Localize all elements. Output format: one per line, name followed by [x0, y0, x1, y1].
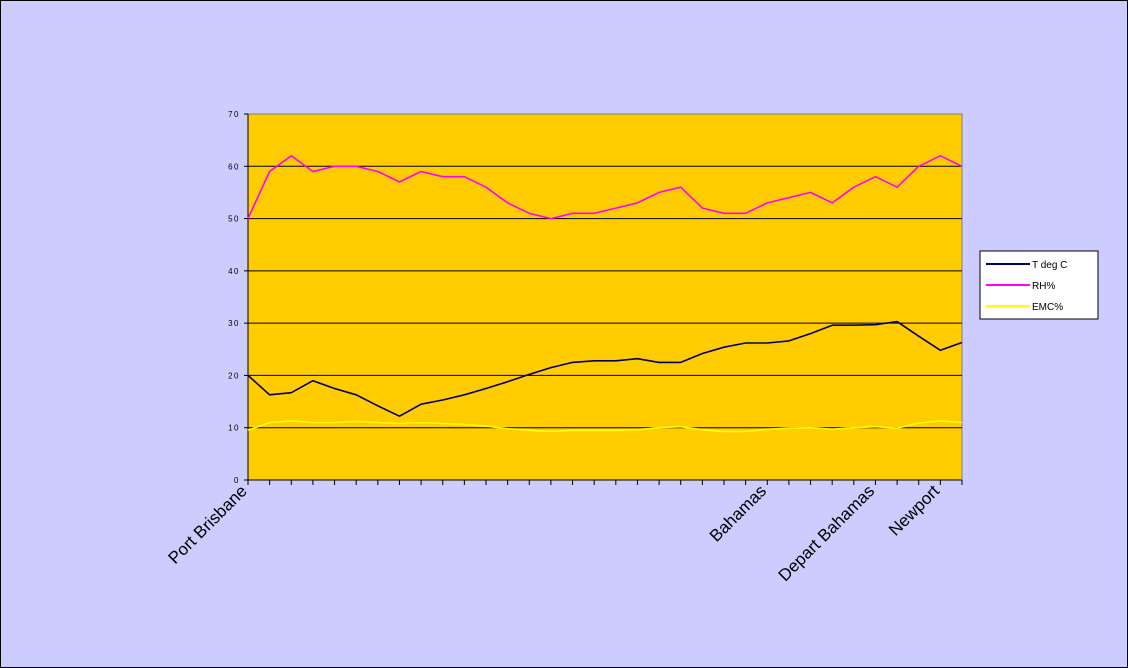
- series-line-rh-: [247, 155, 963, 220]
- y-tick-label: 10: [228, 424, 240, 433]
- x-tick-label: Depart Bahamas: [775, 481, 879, 585]
- plot-area: [247, 113, 963, 481]
- legend-label: RH%: [1032, 281, 1055, 292]
- legend-label: EMC%: [1032, 302, 1063, 313]
- y-tick-label: 70: [228, 110, 240, 119]
- y-tick-label: 60: [228, 162, 240, 171]
- x-axis: Port Brisbane Bahamas Depart Bahamas Newpor…: [165, 479, 963, 585]
- y-axis: 0 10 20 30 40 50 60 70: [228, 110, 249, 485]
- series-lines: [247, 155, 963, 433]
- y-tick-label: 50: [228, 215, 240, 224]
- x-tick-label: Bahamas: [706, 481, 770, 545]
- series-line-emc-: [247, 420, 963, 433]
- legend: T deg C RH% EMC%: [979, 250, 1099, 320]
- legend-label: T deg C: [1032, 260, 1067, 271]
- y-tick-label: 40: [228, 267, 240, 276]
- x-tick-label: Newport: [885, 481, 943, 539]
- y-tick-label: 20: [228, 371, 240, 380]
- y-tick-label: 0: [234, 476, 240, 485]
- y-tick-label: 30: [228, 319, 240, 328]
- x-tick-label: Port Brisbane: [165, 481, 251, 567]
- series-line-t-deg-c: [247, 320, 963, 418]
